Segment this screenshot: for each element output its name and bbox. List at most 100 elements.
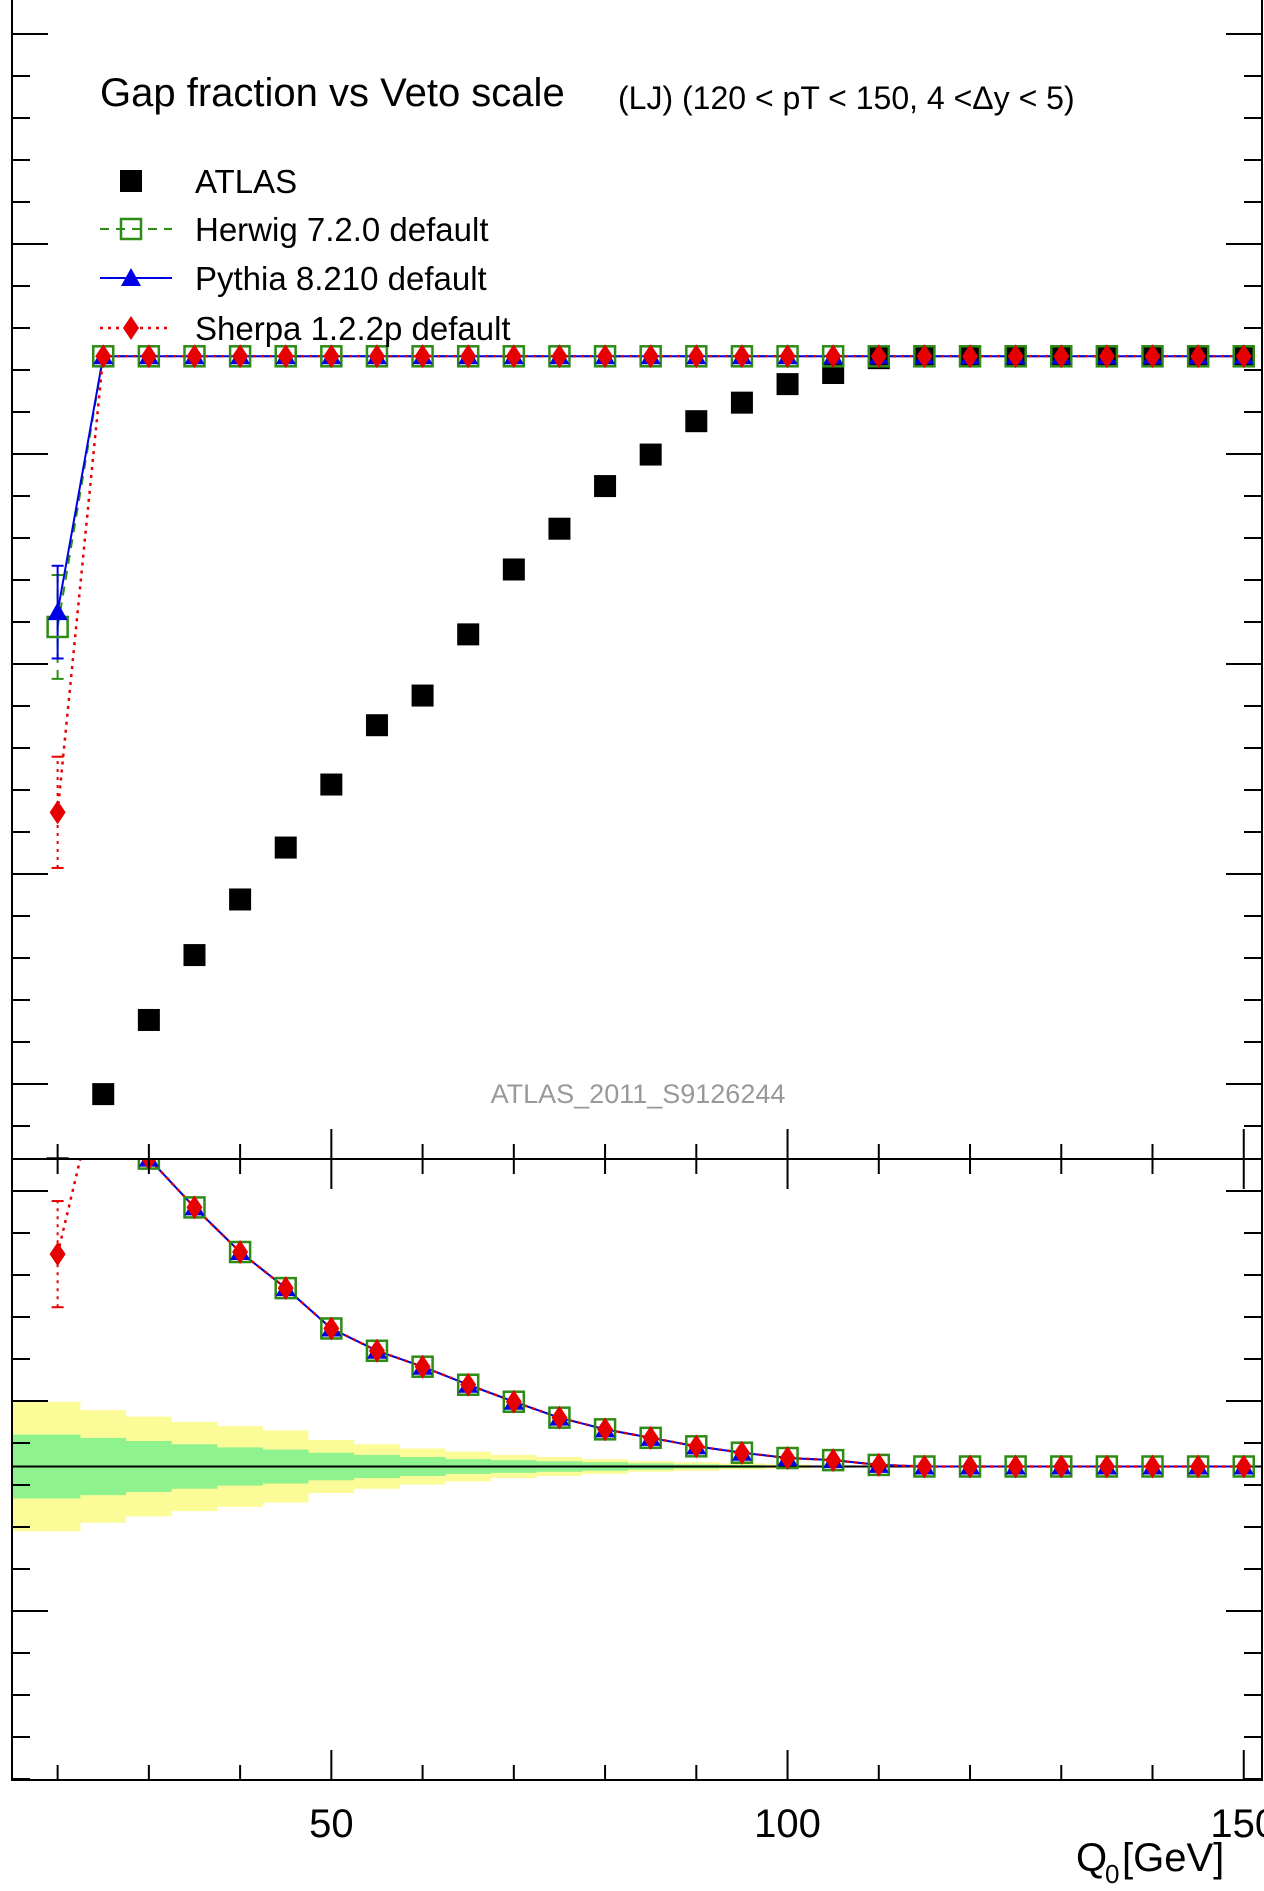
legend-label: ATLAS (195, 163, 297, 200)
ratio-panel-frame (11, 1158, 1263, 1781)
x-axis-label-subscript: 0 (1105, 1859, 1119, 1886)
main-sherpa-point (232, 344, 249, 369)
x-axis-label: Q 0 [GeV] (1076, 1836, 1224, 1889)
main-atlas-point (274, 836, 297, 859)
main-sherpa-point (368, 344, 385, 369)
ratio-sherpa-point (232, 1240, 249, 1265)
x-axis-label-main: Q (1076, 1836, 1107, 1880)
ratio-sherpa-point (505, 1389, 522, 1414)
main-atlas-point (92, 1083, 115, 1106)
main-atlas-point (502, 558, 525, 581)
ratio-sherpa-point (688, 1434, 705, 1459)
main-sherpa-point (779, 344, 796, 369)
ratio-sherpa-point (1053, 1454, 1070, 1479)
legend-entry: Herwig 7.2.0 default (100, 211, 489, 248)
ratio-sherpa-point (962, 1454, 979, 1479)
ratio-sherpa-point (1007, 1454, 1024, 1479)
ratio-sherpa-point (1235, 1454, 1252, 1479)
legend-marker (119, 217, 143, 241)
ratio-sherpa-error-bar (51, 1200, 64, 1309)
main-atlas-point (365, 714, 388, 737)
main-sherpa-point (140, 344, 157, 369)
ratio-sherpa-point (49, 1242, 66, 1267)
main-sherpa-line (56, 355, 1244, 813)
legend-entry: Sherpa 1.2.2p default (100, 310, 511, 347)
main-sherpa-point (1144, 344, 1161, 369)
main-sherpa-point (962, 344, 979, 369)
main-sherpa-point (825, 344, 842, 369)
main-sherpa-point (277, 344, 294, 369)
x-tick-label: 150 (1210, 1802, 1264, 1846)
main-sherpa-point (460, 344, 477, 369)
ratio-sherpa-point (551, 1405, 568, 1430)
main-atlas-point (639, 443, 662, 466)
ratio-sherpa-point (323, 1316, 340, 1341)
x-axis-label-unit: [GeV] (1122, 1836, 1224, 1880)
main-sherpa-point (688, 344, 705, 369)
legend-marker (120, 170, 142, 192)
main-sherpa-point (323, 344, 340, 369)
main-atlas-point (548, 517, 571, 540)
ratio-sherpa-point (733, 1440, 750, 1465)
main-sherpa-point (551, 344, 568, 369)
main-sherpa-point (1098, 344, 1115, 369)
ratio-sherpa-point (1098, 1454, 1115, 1479)
main-sherpa-point (1235, 344, 1252, 369)
main-atlas-point (320, 773, 343, 796)
main-sherpa-points (49, 344, 1252, 825)
ratio-sherpa-point (597, 1417, 614, 1442)
legend-label: Sherpa 1.2.2p default (195, 310, 511, 347)
ratio-sherpa-point (368, 1338, 385, 1363)
main-sherpa-point (414, 344, 431, 369)
main-sherpa-point (505, 344, 522, 369)
main-sherpa-point (733, 344, 750, 369)
main-atlas-point (457, 623, 480, 646)
main-atlas-point (183, 944, 206, 967)
ratio-sherpa-point (1144, 1454, 1161, 1479)
legend-marker (121, 268, 141, 286)
ratio-sherpa-point (642, 1425, 659, 1450)
x-tick-labels: 50 100 150 (309, 1802, 1264, 1846)
main-atlas-point (411, 684, 434, 707)
analysis-watermark: ATLAS_2011_S9126244 (491, 1079, 786, 1109)
ratio-sherpa-point (277, 1276, 294, 1301)
main-atlas-point (730, 391, 753, 414)
main-sherpa-error-bar (51, 755, 64, 869)
legend-entry: Pythia 8.210 default (100, 260, 487, 297)
ratio-sherpa-point (779, 1446, 796, 1471)
ratio-sherpa-point (825, 1448, 842, 1473)
main-sherpa-point (870, 344, 887, 369)
main-sherpa-point (916, 344, 933, 369)
ratio-sherpa-point (1190, 1454, 1207, 1479)
legend-label: Herwig 7.2.0 default (195, 211, 489, 248)
legend-marker (123, 316, 139, 340)
x-tick-label: 100 (754, 1802, 821, 1846)
ratio-sherpa-point (870, 1452, 887, 1477)
x-tick-label: 50 (309, 1802, 354, 1846)
legend: ATLAS Herwig 7.2.0 default Pythia 8.210 de… (100, 163, 511, 347)
main-atlas-point (594, 475, 617, 498)
main-sherpa-point (186, 344, 203, 369)
main-sherpa-point (95, 344, 112, 369)
main-atlas-point (776, 373, 799, 396)
ratio-sherpa-point (186, 1195, 203, 1220)
main-sherpa-point (1190, 344, 1207, 369)
main-sherpa-point (642, 344, 659, 369)
main-sherpa-point (1053, 344, 1070, 369)
main-atlas-point (137, 1008, 160, 1031)
main-atlas-point (685, 410, 708, 433)
series-markers (46, 344, 1256, 1479)
legend-entry: ATLAS (120, 163, 297, 200)
main-atlas-point (229, 888, 252, 911)
main-sherpa-point (49, 800, 66, 825)
main-sherpa-point (1007, 344, 1024, 369)
ratio-sherpa-point (460, 1372, 477, 1397)
chart-title: Gap fraction vs Veto scale (100, 71, 565, 115)
ratio-sherpa-point (916, 1454, 933, 1479)
legend-label: Pythia 8.210 default (195, 260, 487, 297)
main-sherpa-point (597, 344, 614, 369)
main-pythia-point (47, 602, 68, 621)
axis-ticks (12, 33, 1262, 1780)
